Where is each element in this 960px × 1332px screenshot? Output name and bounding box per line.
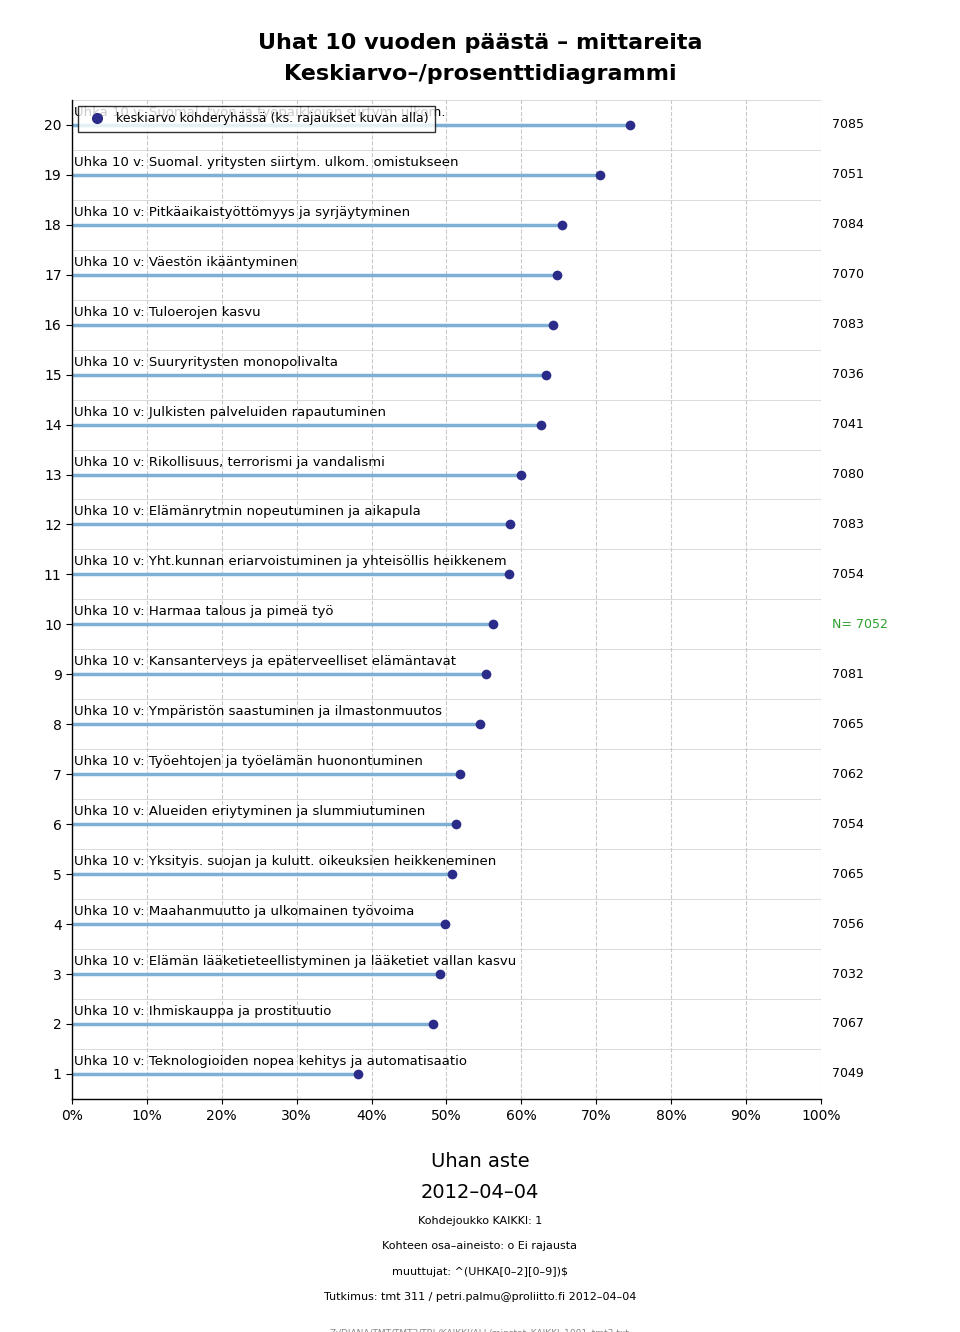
- Legend: keskiarvo kohderyhässä (ks. rajaukset kuvan alla): keskiarvo kohderyhässä (ks. rajaukset ku…: [79, 107, 435, 132]
- Text: Uhka 10 v: Elämän lääketieteellistyminen ja lääketiet vallan kasvu: Uhka 10 v: Elämän lääketieteellistyminen…: [74, 955, 516, 968]
- Text: Uhka 10 v: Ihmiskauppa ja prostituutio: Uhka 10 v: Ihmiskauppa ja prostituutio: [74, 1004, 331, 1018]
- Text: Uhka 10 v: Suomal. työn ja työpaikkojen siirtym. ulkom.: Uhka 10 v: Suomal. työn ja työpaikkojen …: [74, 105, 445, 119]
- Text: Z:/DIANA/TMT/TMT3/TBL/KAIKKI/ALL/minstat_KAIKKI_1001_tmt3.txt: Z:/DIANA/TMT/TMT3/TBL/KAIKKI/ALL/minstat…: [330, 1328, 630, 1332]
- Text: Kohdejoukko KAIKKI: 1: Kohdejoukko KAIKKI: 1: [418, 1216, 542, 1227]
- Text: 7056: 7056: [832, 918, 864, 931]
- Text: 7080: 7080: [832, 468, 864, 481]
- Text: Uhka 10 v: Elämänrytmin nopeutuminen ja aikapula: Uhka 10 v: Elämänrytmin nopeutuminen ja …: [74, 505, 421, 518]
- Text: Uhka 10 v: Pitkäaikaistyöttömyys ja syrjäytyminen: Uhka 10 v: Pitkäaikaistyöttömyys ja syrj…: [74, 205, 410, 218]
- Text: Uhka 10 v: Harmaa talous ja pimeä työ: Uhka 10 v: Harmaa talous ja pimeä työ: [74, 605, 334, 618]
- Text: 7085: 7085: [832, 119, 864, 132]
- Text: 7054: 7054: [832, 567, 864, 581]
- Text: 7065: 7065: [832, 718, 864, 731]
- Text: Uhka 10 v: Tuloerojen kasvu: Uhka 10 v: Tuloerojen kasvu: [74, 305, 261, 318]
- Text: Uhat 10 vuoden päästä – mittareita: Uhat 10 vuoden päästä – mittareita: [257, 33, 703, 53]
- Text: 7081: 7081: [832, 667, 864, 681]
- Text: 7084: 7084: [832, 218, 864, 232]
- Text: Uhka 10 v: Suuryritysten monopolivalta: Uhka 10 v: Suuryritysten monopolivalta: [74, 356, 338, 369]
- Text: Uhka 10 v: Alueiden eriytyminen ja slummiutuminen: Uhka 10 v: Alueiden eriytyminen ja slumm…: [74, 805, 425, 818]
- Text: 7062: 7062: [832, 767, 864, 781]
- Text: Keskiarvo–/prosenttidiagrammi: Keskiarvo–/prosenttidiagrammi: [284, 64, 676, 84]
- Text: 7083: 7083: [832, 518, 864, 531]
- Text: 7036: 7036: [832, 368, 864, 381]
- Text: 7065: 7065: [832, 867, 864, 880]
- Text: 7054: 7054: [832, 818, 864, 831]
- Text: Uhka 10 v: Väestön ikääntyminen: Uhka 10 v: Väestön ikääntyminen: [74, 256, 298, 269]
- Text: 7067: 7067: [832, 1018, 864, 1031]
- Text: N= 7052: N= 7052: [832, 618, 888, 631]
- Text: Tutkimus: tmt 311 / petri.palmu@proliitto.fi 2012–04–04: Tutkimus: tmt 311 / petri.palmu@proliitt…: [324, 1292, 636, 1303]
- Text: Uhka 10 v: Yht.kunnan eriarvoistuminen ja yhteisöllis heikkenem: Uhka 10 v: Yht.kunnan eriarvoistuminen j…: [74, 555, 507, 569]
- Text: Uhka 10 v: Rikollisuus, terrorismi ja vandalismi: Uhka 10 v: Rikollisuus, terrorismi ja va…: [74, 456, 385, 469]
- Text: Kohteen osa–aineisto: o Ei rajausta: Kohteen osa–aineisto: o Ei rajausta: [382, 1241, 578, 1252]
- Text: Uhka 10 v: Työehtojen ja työelämän huonontuminen: Uhka 10 v: Työehtojen ja työelämän huono…: [74, 755, 423, 769]
- Text: Uhka 10 v: Julkisten palveluiden rapautuminen: Uhka 10 v: Julkisten palveluiden rapautu…: [74, 405, 386, 418]
- Text: Uhka 10 v: Teknologioiden nopea kehitys ja automatisaatio: Uhka 10 v: Teknologioiden nopea kehitys …: [74, 1055, 468, 1068]
- Text: 7070: 7070: [832, 268, 864, 281]
- Text: 7049: 7049: [832, 1067, 864, 1080]
- Text: 7083: 7083: [832, 318, 864, 332]
- Text: 7032: 7032: [832, 967, 864, 980]
- Text: 7051: 7051: [832, 168, 864, 181]
- Text: Uhka 10 v: Ympäristön saastuminen ja ilmastonmuutos: Uhka 10 v: Ympäristön saastuminen ja ilm…: [74, 705, 443, 718]
- Text: Uhka 10 v: Maahanmuutto ja ulkomainen työvoima: Uhka 10 v: Maahanmuutto ja ulkomainen ty…: [74, 904, 415, 918]
- Text: muuttujat: ^(UHKA[0–2][0–9])$: muuttujat: ^(UHKA[0–2][0–9])$: [392, 1267, 568, 1277]
- Text: Uhka 10 v: Yksityis. suojan ja kulutt. oikeuksien heikkeneminen: Uhka 10 v: Yksityis. suojan ja kulutt. o…: [74, 855, 496, 868]
- Text: 7041: 7041: [832, 418, 864, 432]
- Text: 2012–04–04: 2012–04–04: [420, 1183, 540, 1201]
- Text: Uhka 10 v: Kansanterveys ja epäterveelliset elämäntavat: Uhka 10 v: Kansanterveys ja epäterveelli…: [74, 655, 456, 669]
- Text: Uhan aste: Uhan aste: [431, 1152, 529, 1171]
- Text: Uhka 10 v: Suomal. yritysten siirtym. ulkom. omistukseen: Uhka 10 v: Suomal. yritysten siirtym. ul…: [74, 156, 459, 169]
